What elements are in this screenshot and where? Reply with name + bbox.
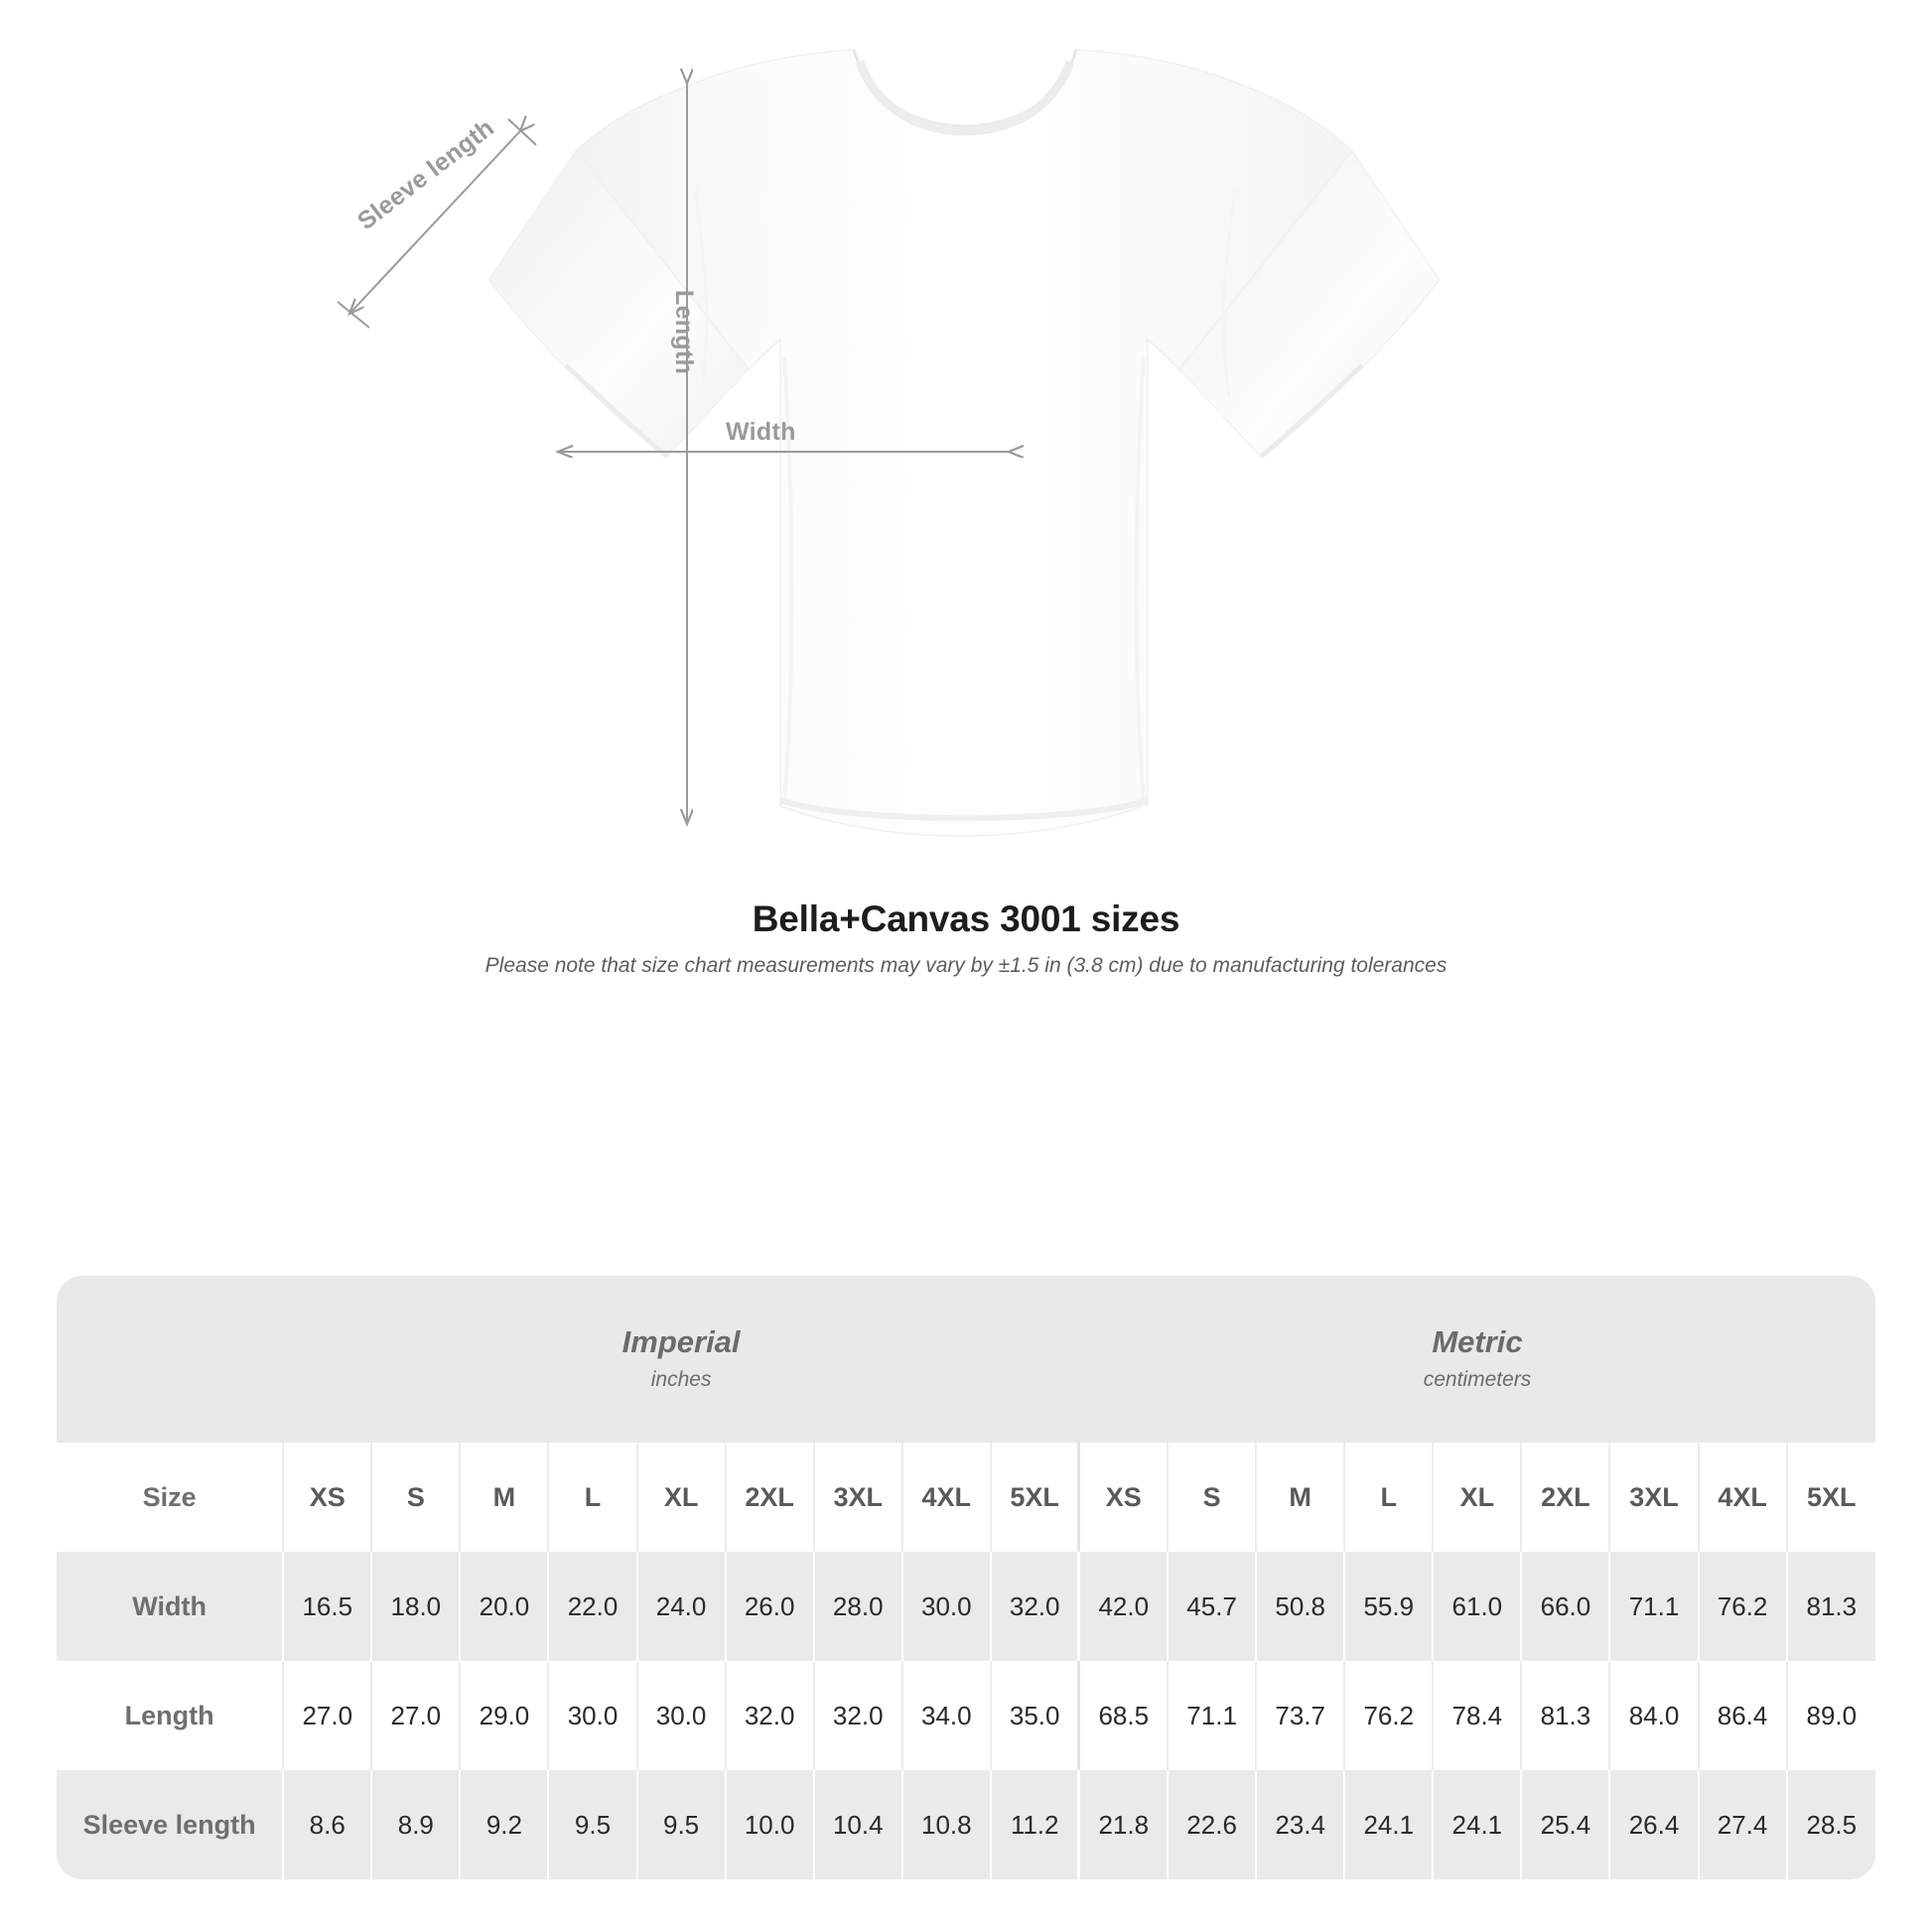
table-row-size: Size XS S M L XL 2XL 3XL 4XL 5XL XS S M … [57, 1443, 1875, 1552]
size-header-imperial-4: XL [635, 1443, 726, 1552]
cell-sleeve-cm-4: 24.1 [1432, 1770, 1522, 1879]
table-row-width: Width 16.5 18.0 20.0 22.0 24.0 26.0 28.0… [57, 1552, 1875, 1661]
cell-sleeve-cm-2: 23.4 [1255, 1770, 1345, 1879]
cell-width-in-3: 22.0 [547, 1552, 637, 1661]
cell-width-cm-5: 66.0 [1520, 1552, 1610, 1661]
cell-width-cm-0: 42.0 [1077, 1552, 1169, 1661]
size-header-imperial-8: 5XL [989, 1443, 1079, 1552]
cell-sleeve-in-7: 10.8 [900, 1770, 991, 1879]
cell-width-in-1: 18.0 [370, 1552, 461, 1661]
size-chart-table: Imperial inches Metric centimeters Size … [57, 1276, 1875, 1879]
table-row-sleeve-length: Sleeve length 8.6 8.9 9.2 9.5 9.5 10.0 1… [57, 1770, 1875, 1879]
size-header-imperial-6: 3XL [812, 1443, 902, 1552]
size-header-imperial-0: XS [282, 1443, 372, 1552]
cell-length-in-0: 27.0 [282, 1661, 372, 1770]
cell-sleeve-cm-8: 28.5 [1785, 1770, 1875, 1879]
size-header-metric-7: 4XL [1697, 1443, 1787, 1552]
cell-width-in-8: 32.0 [989, 1552, 1079, 1661]
cell-width-cm-2: 50.8 [1255, 1552, 1345, 1661]
size-header-imperial-2: M [459, 1443, 549, 1552]
cell-length-in-1: 27.0 [370, 1661, 461, 1770]
unit-group-imperial: Imperial inches [283, 1276, 1079, 1443]
cell-sleeve-cm-7: 27.4 [1697, 1770, 1787, 1879]
cell-width-in-0: 16.5 [282, 1552, 372, 1661]
unit-header-row: Imperial inches Metric centimeters [57, 1276, 1875, 1443]
cell-length-cm-1: 71.1 [1167, 1661, 1257, 1770]
cell-width-in-5: 26.0 [724, 1552, 814, 1661]
cell-length-in-8: 35.0 [989, 1661, 1079, 1770]
cell-length-in-4: 30.0 [635, 1661, 726, 1770]
sleeve-length-dimension-line [337, 119, 537, 329]
cell-sleeve-in-4: 9.5 [635, 1770, 726, 1879]
cell-length-cm-3: 76.2 [1343, 1661, 1434, 1770]
cell-width-cm-7: 76.2 [1697, 1552, 1787, 1661]
unit-group-metric: Metric centimeters [1078, 1276, 1875, 1443]
cell-length-cm-0: 68.5 [1077, 1661, 1169, 1770]
size-header-metric-0: XS [1077, 1443, 1169, 1552]
size-header-metric-5: 2XL [1520, 1443, 1610, 1552]
size-header-imperial-1: S [370, 1443, 461, 1552]
title-block: Bella+Canvas 3001 sizes Please note that… [0, 898, 1932, 978]
size-header-metric-3: L [1343, 1443, 1434, 1552]
row-label-length: Length [57, 1661, 284, 1770]
unit-name-imperial: Imperial [621, 1324, 741, 1360]
cell-length-cm-8: 89.0 [1785, 1661, 1875, 1770]
cell-width-cm-1: 45.7 [1167, 1552, 1257, 1661]
cell-width-cm-3: 55.9 [1343, 1552, 1434, 1661]
size-header-metric-4: XL [1432, 1443, 1522, 1552]
size-header-imperial-5: 2XL [724, 1443, 814, 1552]
size-header-imperial-3: L [547, 1443, 637, 1552]
size-header-metric-1: S [1167, 1443, 1257, 1552]
cell-width-cm-4: 61.0 [1432, 1552, 1522, 1661]
width-label: Width [726, 418, 796, 446]
table-row-length: Length 27.0 27.0 29.0 30.0 30.0 32.0 32.… [57, 1661, 1875, 1770]
cell-sleeve-in-5: 10.0 [724, 1770, 814, 1879]
cell-length-cm-6: 84.0 [1608, 1661, 1699, 1770]
cell-sleeve-in-1: 8.9 [370, 1770, 461, 1879]
cell-length-cm-5: 81.3 [1520, 1661, 1610, 1770]
tolerance-note: Please note that size chart measurements… [484, 954, 1448, 977]
cell-length-in-2: 29.0 [459, 1661, 549, 1770]
row-label-size: Size [57, 1443, 284, 1552]
row-label-width: Width [57, 1552, 284, 1661]
size-header-metric-2: M [1255, 1443, 1345, 1552]
cell-width-in-6: 28.0 [812, 1552, 902, 1661]
cell-sleeve-in-8: 11.2 [989, 1770, 1079, 1879]
cell-width-in-2: 20.0 [459, 1552, 549, 1661]
cell-sleeve-in-3: 9.5 [547, 1770, 637, 1879]
cell-length-cm-4: 78.4 [1432, 1661, 1522, 1770]
tshirt-illustration [337, 49, 1441, 837]
cell-sleeve-in-0: 8.6 [282, 1770, 372, 1879]
cell-sleeve-in-6: 10.4 [812, 1770, 902, 1879]
cell-length-in-3: 30.0 [547, 1661, 637, 1770]
unit-sub-imperial: inches [650, 1367, 712, 1391]
cell-width-cm-6: 71.1 [1608, 1552, 1699, 1661]
page-title: Bella+Canvas 3001 sizes [752, 898, 1180, 939]
cell-length-in-6: 32.0 [812, 1661, 902, 1770]
size-header-metric-6: 3XL [1608, 1443, 1699, 1552]
tshirt-shape [487, 49, 1441, 837]
cell-width-cm-8: 81.3 [1785, 1552, 1875, 1661]
tshirt-diagram: Sleeve length Length Width [0, 0, 1932, 894]
size-header-imperial-7: 4XL [900, 1443, 991, 1552]
size-header-metric-8: 5XL [1785, 1443, 1875, 1552]
cell-sleeve-cm-0: 21.8 [1077, 1770, 1169, 1879]
cell-length-in-7: 34.0 [900, 1661, 991, 1770]
unit-sub-metric: centimeters [1423, 1367, 1532, 1391]
cell-length-cm-2: 73.7 [1255, 1661, 1345, 1770]
cell-sleeve-cm-6: 26.4 [1608, 1770, 1699, 1879]
size-chart-table-wrap: Imperial inches Metric centimeters Size … [57, 1276, 1875, 1879]
cell-sleeve-in-2: 9.2 [459, 1770, 549, 1879]
cell-width-in-4: 24.0 [635, 1552, 726, 1661]
unit-name-metric: Metric [1432, 1324, 1523, 1360]
cell-sleeve-cm-1: 22.6 [1167, 1770, 1257, 1879]
table-corner [57, 1276, 284, 1443]
length-label: Length [670, 290, 698, 375]
cell-width-in-7: 30.0 [900, 1552, 991, 1661]
cell-sleeve-cm-3: 24.1 [1343, 1770, 1434, 1879]
cell-length-cm-7: 86.4 [1697, 1661, 1787, 1770]
row-label-sleeve-length: Sleeve length [57, 1770, 284, 1879]
cell-sleeve-cm-5: 25.4 [1520, 1770, 1610, 1879]
cell-length-in-5: 32.0 [724, 1661, 814, 1770]
